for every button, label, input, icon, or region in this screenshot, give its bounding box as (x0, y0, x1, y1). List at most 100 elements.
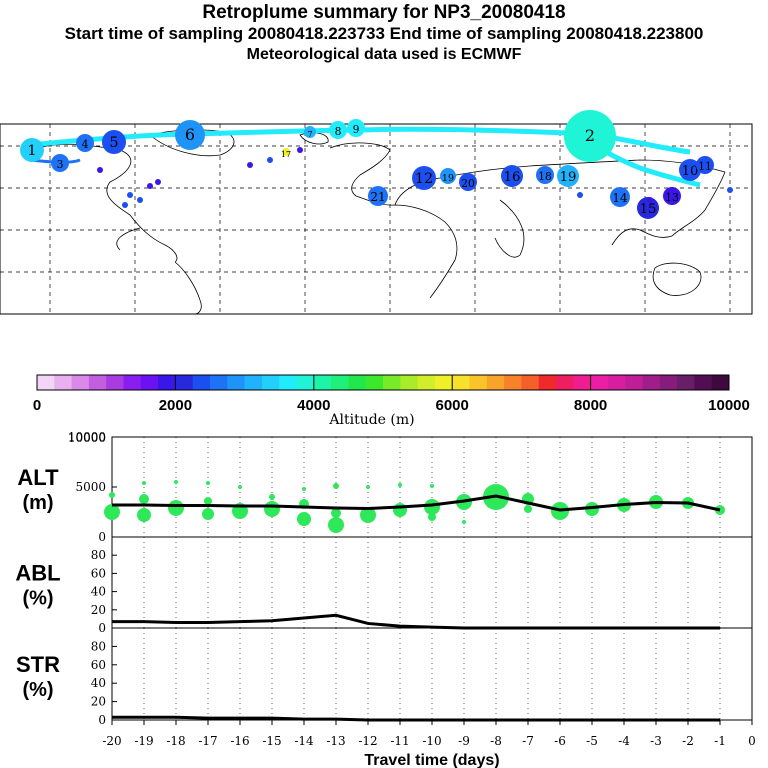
cluster-point (168, 500, 184, 516)
colorbar-label: Altitude (m) (328, 412, 414, 428)
colorbar-swatch (313, 375, 332, 390)
map-marker (137, 197, 143, 203)
cluster-point (139, 494, 149, 504)
map-cluster-label: 19 (442, 173, 454, 184)
x-tick-label: -19 (134, 734, 153, 748)
map-cluster-12 (679, 159, 701, 181)
x-tick-label: -17 (198, 734, 217, 748)
colorbar-swatch (642, 375, 661, 390)
sampling-times: Start time of sampling 20080418.223733 E… (64, 24, 704, 43)
y-tick-label: 20 (91, 603, 106, 617)
colorbar-tick-label: 6000 (436, 397, 469, 414)
map-cluster-20 (51, 154, 69, 172)
map-marker (147, 183, 153, 189)
map-cluster-6 (459, 173, 477, 191)
colorbar-swatch (486, 375, 505, 390)
colorbar-swatch (434, 375, 453, 390)
cluster-point (104, 504, 120, 520)
series-line (112, 613, 720, 630)
map-cluster-11 (663, 187, 681, 205)
map-cluster-label: 14 (612, 191, 628, 205)
cluster-point (331, 508, 341, 518)
cluster-point (328, 517, 344, 533)
map-cluster-14 (329, 121, 347, 139)
colorbar-tick-label: 10000 (708, 397, 750, 414)
map-cluster-label: 9 (353, 123, 360, 136)
map-cluster-label: 8 (335, 125, 342, 138)
met-data-note: Meteorological data used is ECMWF (246, 46, 522, 63)
cluster-point (366, 485, 370, 489)
panel-str: 0 20 40 60 80 STR(%) (16, 627, 753, 727)
map-cluster-label: 21 (370, 190, 385, 204)
colorbar-swatch (556, 375, 574, 390)
colorbar-swatch (607, 375, 626, 390)
panel-label: STR (16, 652, 60, 677)
map-marker (727, 187, 733, 193)
cluster-point (174, 480, 178, 484)
y-tick-label: 10000 (68, 430, 106, 444)
colorbar-swatch (504, 375, 522, 390)
map-cluster-5 (557, 165, 579, 187)
y-tick-label: 20 (91, 695, 106, 709)
cluster-point (206, 481, 210, 485)
colorbar-swatch (37, 375, 55, 390)
y-tick-label: 60 (91, 566, 106, 580)
map-cluster-label: 4 (82, 138, 89, 151)
colorbar-swatch (54, 375, 73, 390)
map-cluster-label: 16 (504, 170, 521, 185)
map-marker (122, 202, 128, 208)
panel-unit: (m) (22, 492, 53, 514)
cluster-point (238, 485, 242, 489)
map-cluster-21 (564, 110, 616, 162)
colorbar-swatch (244, 375, 263, 390)
map-cluster-9 (368, 186, 388, 206)
x-tick-label: -11 (390, 734, 409, 748)
panel-unit: (%) (22, 679, 53, 701)
panel-unit: (%) (22, 588, 53, 610)
map-cluster-22 (20, 138, 44, 162)
colorbar-swatch (227, 375, 246, 390)
page-title: Retroplume summary for NP3_20080418 (202, 2, 566, 23)
x-axis-label: Travel time (days) (364, 752, 499, 768)
cluster-point (398, 483, 402, 487)
x-tick-label: -8 (490, 734, 502, 748)
map-cluster-label: 5 (109, 135, 118, 151)
map-cluster-7 (440, 168, 456, 184)
colorbar-swatch (192, 375, 211, 390)
colorbar-swatch (261, 375, 280, 390)
map-marker (155, 179, 161, 185)
x-tick-label: -9 (458, 734, 470, 748)
x-tick-label: -2 (682, 734, 694, 748)
map-cluster-label: 18 (538, 170, 552, 183)
colorbar-swatch (625, 375, 643, 390)
colorbar-swatch (452, 375, 470, 390)
map-cluster-1 (637, 197, 659, 219)
map-cluster-18 (102, 130, 126, 154)
y-tick-label: 0 (98, 621, 106, 635)
colorbar-frame (36, 374, 730, 391)
colorbar-swatch (590, 375, 609, 390)
time-series-panels: 050001000010000ALT(m)020406080ABL(%)0204… (15, 430, 755, 768)
map-cluster-2 (610, 187, 630, 207)
x-tick-label: -15 (262, 734, 281, 748)
colorbar-swatch (331, 375, 349, 390)
colorbar-swatch (88, 375, 107, 390)
cluster-point (360, 507, 376, 523)
map-marker (297, 147, 303, 153)
colorbar-swatch (158, 375, 176, 390)
map-marker (127, 192, 133, 198)
cluster-point (424, 499, 440, 515)
map-cluster-19 (76, 134, 94, 152)
map-cluster-label: 11 (698, 160, 712, 173)
colorbar-swatch (521, 375, 540, 390)
map-cluster-label: 12 (415, 171, 433, 187)
cluster-point (269, 494, 275, 500)
x-tick-label: -4 (618, 734, 630, 748)
colorbar-swatch (210, 375, 228, 390)
colorbar-tick-label: 4000 (297, 397, 330, 414)
colorbar-tick-label: 2000 (159, 397, 192, 414)
map-cluster-label: 6 (185, 125, 195, 144)
y-tick-label: 40 (91, 585, 106, 599)
